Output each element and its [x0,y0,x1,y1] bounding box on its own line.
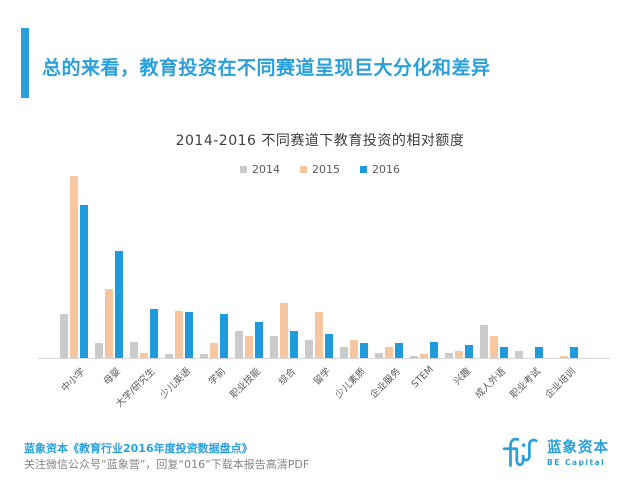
logo-text: 蓝象资本 BE Capital [547,440,609,467]
logo-name-en: BE Capital [547,457,606,467]
footer-subscribe-line: 关注微信公众号“蓝象营”，回复“016”下载本报告高清PDF [24,458,310,471]
bar-2015-职业技能 [245,336,253,358]
bar-2016-STEM [430,342,438,358]
x-axis-label-企业培训: 企业培训 [543,366,578,401]
plot-area [38,168,610,359]
bar-2014-母婴 [95,343,103,358]
x-axis-label-少儿英语: 少儿英语 [158,366,193,401]
bar-2016-企业培训 [570,347,578,358]
x-axis-label-中小学: 中小学 [59,366,88,395]
bar-2016-企业服务 [395,343,403,358]
bar-2015-学前 [210,343,218,358]
bar-2014-中小学 [60,314,68,358]
bar-2015-综合 [280,303,288,358]
bar-2015-中小学 [70,176,78,358]
elephant-logo-icon [502,437,538,467]
bar-2015-企业服务 [385,347,393,358]
legend-label: 2014 [252,163,280,176]
bar-2015-企业培训 [560,356,568,358]
legend-label: 2015 [312,163,340,176]
x-axis-label-留学: 留学 [311,366,333,388]
bar-2015-少儿英语 [175,311,183,358]
bar-2015-STEM [420,354,428,358]
legend-marker-2014 [240,166,247,173]
bar-chart: 中小学 母婴 大学/研究生 少儿英语 学前 职业技能 综合 留学 少儿素质 企业服务 STEM 兴趣成… [38,168,610,410]
logo: 蓝象资本 BE Capital [500,435,609,471]
bar-2015-留学 [315,312,323,358]
slide-title: 总的来看，教育投资在不同赛道呈现巨大分化和差异 [42,57,491,79]
bar-2014-兴趣 [445,353,453,358]
bar-2016-职业考试 [535,347,543,358]
legend-item-2016: 2016 [360,163,400,176]
bar-2016-成人外语 [500,347,508,358]
bar-2016-综合 [290,331,298,358]
bar-2014-留学 [305,340,313,358]
bar-2015-少儿素质 [350,340,358,358]
bar-2014-少儿英语 [165,354,173,358]
bar-2015-成人外语 [490,336,498,358]
x-axis-label-成人外语: 成人外语 [473,366,508,401]
bar-2014-职业考试 [515,351,523,358]
x-axis-label-综合: 综合 [276,366,298,388]
bar-2014-成人外语 [480,325,488,358]
x-axis-label-企业服务: 企业服务 [368,366,403,401]
logo-name-cn: 蓝象资本 [547,440,609,456]
bar-2014-少儿素质 [340,347,348,358]
bar-2016-职业技能 [255,322,263,358]
chart-legend: 2014 2015 2016 [0,163,640,176]
bar-2014-STEM [410,356,418,358]
bar-2016-母婴 [115,251,123,358]
bar-2015-大学/研究生 [140,353,148,358]
bar-2016-兴趣 [465,345,473,358]
bar-2014-综合 [270,336,278,358]
footer-source-line: 蓝象资本《教育行业2016年度投资数据盘点》 [24,442,253,455]
x-axis-label-学前: 学前 [206,366,228,388]
bar-2014-学前 [200,354,208,358]
bar-2016-大学/研究生 [150,309,158,358]
bar-2016-少儿英语 [185,312,193,358]
bar-2014-企业服务 [375,353,383,358]
bar-2014-职业技能 [235,331,243,358]
legend-item-2014: 2014 [240,163,280,176]
x-axis-label-兴趣: 兴趣 [451,366,473,388]
legend-item-2015: 2015 [300,163,340,176]
x-axis-label-少儿素质: 少儿素质 [333,366,368,401]
x-axis-label-职业考试: 职业考试 [508,366,543,401]
chart-title: 2014-2016 不同赛道下教育投资的相对额度 [175,133,465,149]
x-axis-label-职业技能: 职业技能 [228,366,263,401]
title-accent-bar [21,28,29,98]
bar-2016-少儿素质 [360,343,368,358]
legend-marker-2015 [300,166,307,173]
legend-marker-2016 [360,166,367,173]
bar-2016-学前 [220,314,228,358]
x-axis-label-母婴: 母婴 [101,366,123,388]
bar-2015-兴趣 [455,351,463,358]
bar-2016-留学 [325,334,333,358]
bar-2014-大学/研究生 [130,342,138,358]
x-axis-label-STEM: STEM [409,364,436,391]
bar-2015-母婴 [105,289,113,358]
legend-label: 2016 [372,163,400,176]
bar-2016-中小学 [80,205,88,358]
